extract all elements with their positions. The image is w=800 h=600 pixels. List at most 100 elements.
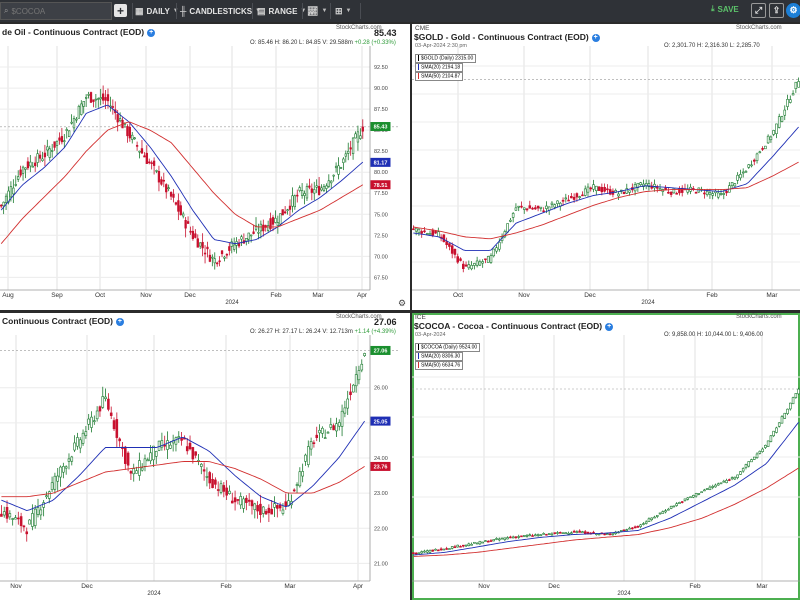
candle-body: [174, 202, 178, 205]
symbol-search[interactable]: ⌕: [0, 2, 112, 20]
candle-body: [772, 430, 775, 437]
price-tag-label: 27.06: [374, 349, 388, 355]
candle-body: [747, 164, 750, 168]
symbol-search-input[interactable]: [11, 6, 111, 16]
range-dropdown[interactable]: ▤ RANGE ▼: [257, 4, 306, 18]
candle-body: [462, 544, 465, 547]
candle-body: [154, 451, 158, 457]
candle-body: [186, 221, 190, 224]
candle-body: [51, 150, 54, 152]
info-icon[interactable]: +: [605, 322, 614, 331]
legend-sma50: SMA(50) 2104.87: [415, 72, 464, 82]
candle-body: [725, 480, 728, 484]
candle-body: [48, 148, 51, 158]
candle-body: [791, 397, 795, 405]
candle-body: [730, 477, 734, 480]
candle-body: [539, 206, 543, 209]
info-icon[interactable]: +: [115, 317, 124, 326]
candle-body: [489, 540, 493, 542]
candle-body: [736, 474, 739, 478]
candle-body: [631, 527, 634, 530]
candle-body: [84, 431, 88, 436]
candle-body: [138, 150, 141, 153]
expand-button[interactable]: ⤢: [751, 3, 766, 18]
candle-body: [26, 161, 30, 169]
candle-body: [570, 532, 573, 535]
candle-body: [98, 406, 102, 412]
candle-body: [786, 408, 789, 414]
candle-body: [250, 500, 254, 507]
share-button[interactable]: ⇪: [769, 3, 784, 18]
x-tick-label: Mar: [766, 292, 778, 299]
candle-body: [753, 159, 756, 162]
save-button[interactable]: ⤓ SAVE: [711, 4, 739, 14]
candle-body: [7, 190, 10, 203]
chart-panel-cocoa[interactable]: Nov Dec 2024 Feb Mar ICE $COCOA - Cocoa - Co…: [412, 313, 800, 600]
candle-body: [298, 471, 302, 487]
sma50-line: [0, 121, 364, 244]
candle-body: [753, 456, 756, 460]
candle-body: [619, 530, 623, 532]
x-tick-label: Dec: [548, 583, 560, 590]
candle-body: [434, 230, 437, 234]
info-icon[interactable]: +: [591, 33, 600, 42]
gear-icon[interactable]: ⚙: [398, 298, 407, 308]
candle-body: [470, 265, 473, 270]
candle-body: [349, 391, 352, 396]
period-dropdown[interactable]: ▦ DAILY ▼: [135, 4, 179, 18]
x-tick-label: Feb: [706, 292, 718, 299]
candle-body: [228, 490, 231, 494]
candle-body: [0, 513, 3, 517]
candle-body: [230, 500, 234, 504]
candle-body: [442, 234, 446, 242]
candle-body: [567, 199, 570, 202]
chart-panel-crude-oil[interactable]: Aug Sep Oct Nov Dec 2024 Feb Mar Apr 92.50 90.00 87…: [0, 24, 410, 310]
candle-body: [525, 535, 529, 537]
add-chart-button[interactable]: +: [114, 4, 127, 17]
candle-body: [664, 510, 667, 513]
chart-style-dropdown[interactable]: ╫ CANDLESTICKS ▼: [180, 4, 261, 18]
x-tick-label: Aug: [2, 292, 14, 299]
chevron-down-icon: ▼: [345, 8, 352, 14]
candle-body: [259, 223, 263, 232]
candle-body: [188, 442, 192, 450]
candle-body: [658, 188, 662, 191]
candle-body: [354, 133, 357, 139]
calendar-icon: ▦: [135, 5, 144, 16]
candle-body: [253, 503, 257, 511]
x-tick-label: Feb: [270, 292, 282, 299]
settings-button[interactable]: ⚙: [786, 3, 800, 18]
candle-body: [320, 187, 323, 191]
panel-title: $GOLD - Gold - Continuous Contract (EOD)…: [414, 32, 600, 42]
candle-body: [177, 436, 181, 439]
candle-body: [412, 552, 415, 554]
panel-title: Continuous Contract (EOD) +: [2, 316, 124, 326]
candle-body: [514, 536, 518, 539]
candle-body: [669, 191, 673, 195]
candle-body: [703, 192, 706, 195]
brand-label: StockCharts.com: [336, 314, 382, 320]
candle-body: [2, 511, 6, 516]
change-text: +0.28 (+0.33%): [354, 40, 396, 46]
candle-body: [233, 497, 237, 503]
candle-body: [200, 463, 203, 467]
chart-panel-silver[interactable]: NovDec2024FebMarApr26.0025.0024.0023.002…: [0, 313, 410, 600]
candle-body: [683, 498, 687, 501]
panel-title-text: Continuous Contract (EOD): [2, 316, 113, 326]
y-tick-label: 80.00: [374, 170, 388, 176]
candle-body: [550, 533, 554, 536]
candle-body: [575, 531, 579, 533]
chart-panel-gold[interactable]: Oct Nov Dec 2024 Feb Mar CME $GOLD - Gold - C…: [412, 24, 800, 310]
brand-label: StockCharts.com: [736, 25, 782, 31]
layout-dropdown[interactable]: ⊞ ▼: [335, 4, 352, 18]
exchange-label: CME: [415, 25, 430, 32]
candle-body: [140, 148, 144, 154]
candle-body: [509, 219, 512, 222]
candle-body: [667, 508, 670, 511]
candle-body: [686, 497, 690, 500]
candle-body: [625, 529, 629, 531]
info-icon[interactable]: +: [147, 28, 156, 37]
candle-body: [556, 532, 559, 534]
indicators-dropdown[interactable]: 📈︎ ▼: [307, 4, 327, 18]
candle-body: [567, 532, 570, 535]
